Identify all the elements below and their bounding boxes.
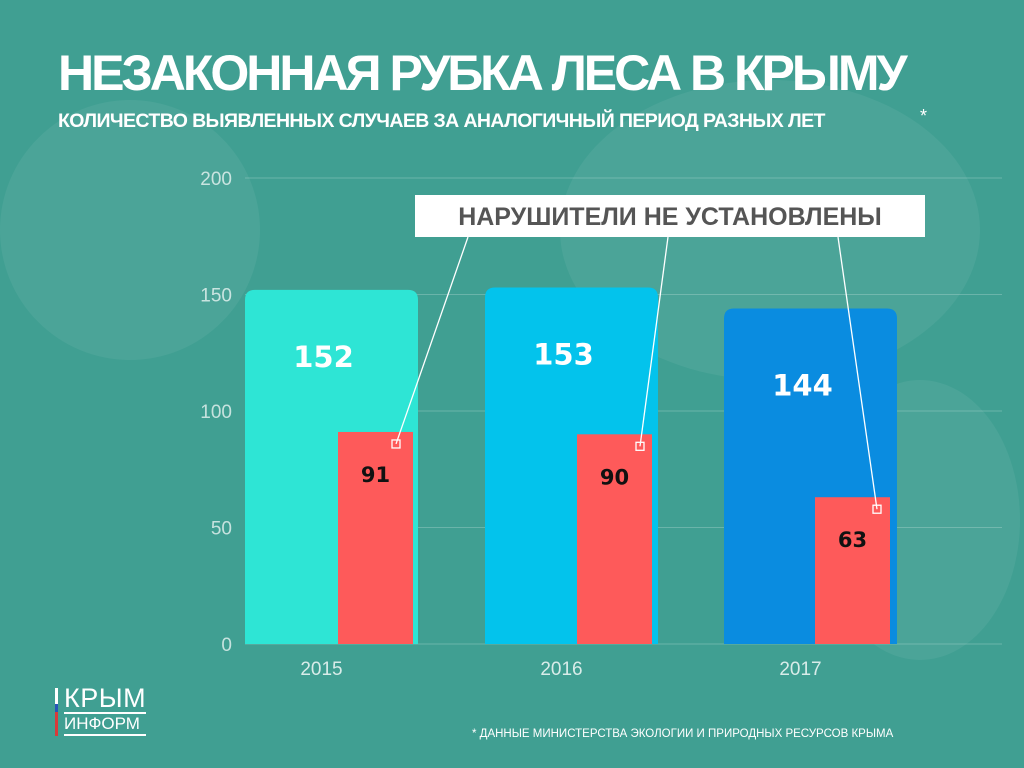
annotation-anchor-marker (872, 504, 882, 514)
annotation-leader-line (837, 236, 878, 510)
annotation-label: НАРУШИТЕЛИ НЕ УСТАНОВЛЕНЫ (458, 203, 882, 231)
unidentified-bar (577, 434, 652, 644)
unidentified-value-label: 63 (838, 528, 867, 552)
y-tick-label: 200 (200, 169, 232, 190)
total-value-label: 153 (533, 338, 594, 372)
page-title: НЕЗАКОННАЯ РУБКА ЛЕСА В КРЫМУ (58, 45, 908, 101)
annotation-leader-line (639, 236, 669, 447)
annotation-leader-line (395, 236, 469, 445)
unidentified-bar (815, 497, 890, 644)
y-tick-label: 0 (221, 635, 232, 656)
subtitle-footnote-marker: * (920, 106, 928, 126)
x-tick-label: 2015 (300, 659, 342, 680)
annotation-anchor-marker (635, 441, 645, 451)
krym-inform-logo: КРЫМ ИНФОРМ (55, 684, 146, 736)
unidentified-value-label: 91 (361, 463, 390, 487)
total-value-label: 152 (293, 340, 354, 374)
logo-line2: ИНФОРМ (64, 712, 146, 736)
x-tick-label: 2017 (779, 659, 821, 680)
total-value-label: 144 (772, 368, 833, 402)
y-tick-label: 150 (200, 286, 232, 307)
source-note: * ДАННЫЕ МИНИСТЕРСТВА ЭКОЛОГИИ И ПРИРОДН… (472, 728, 894, 740)
unidentified-bar (338, 431, 413, 644)
annotation-anchor-marker (391, 439, 401, 449)
flag-stripe (55, 688, 58, 736)
y-tick-label: 50 (211, 519, 232, 540)
logo-line1: КРЫМ (64, 683, 147, 713)
x-tick-label: 2016 (540, 659, 582, 680)
subtitle: КОЛИЧЕСТВО ВЫЯВЛЕННЫХ СЛУЧАЕВ ЗА АНАЛОГИ… (58, 110, 825, 132)
y-tick-label: 100 (200, 402, 232, 423)
unidentified-value-label: 90 (600, 465, 629, 489)
background-tree (0, 100, 260, 360)
annotation-box (415, 195, 925, 237)
